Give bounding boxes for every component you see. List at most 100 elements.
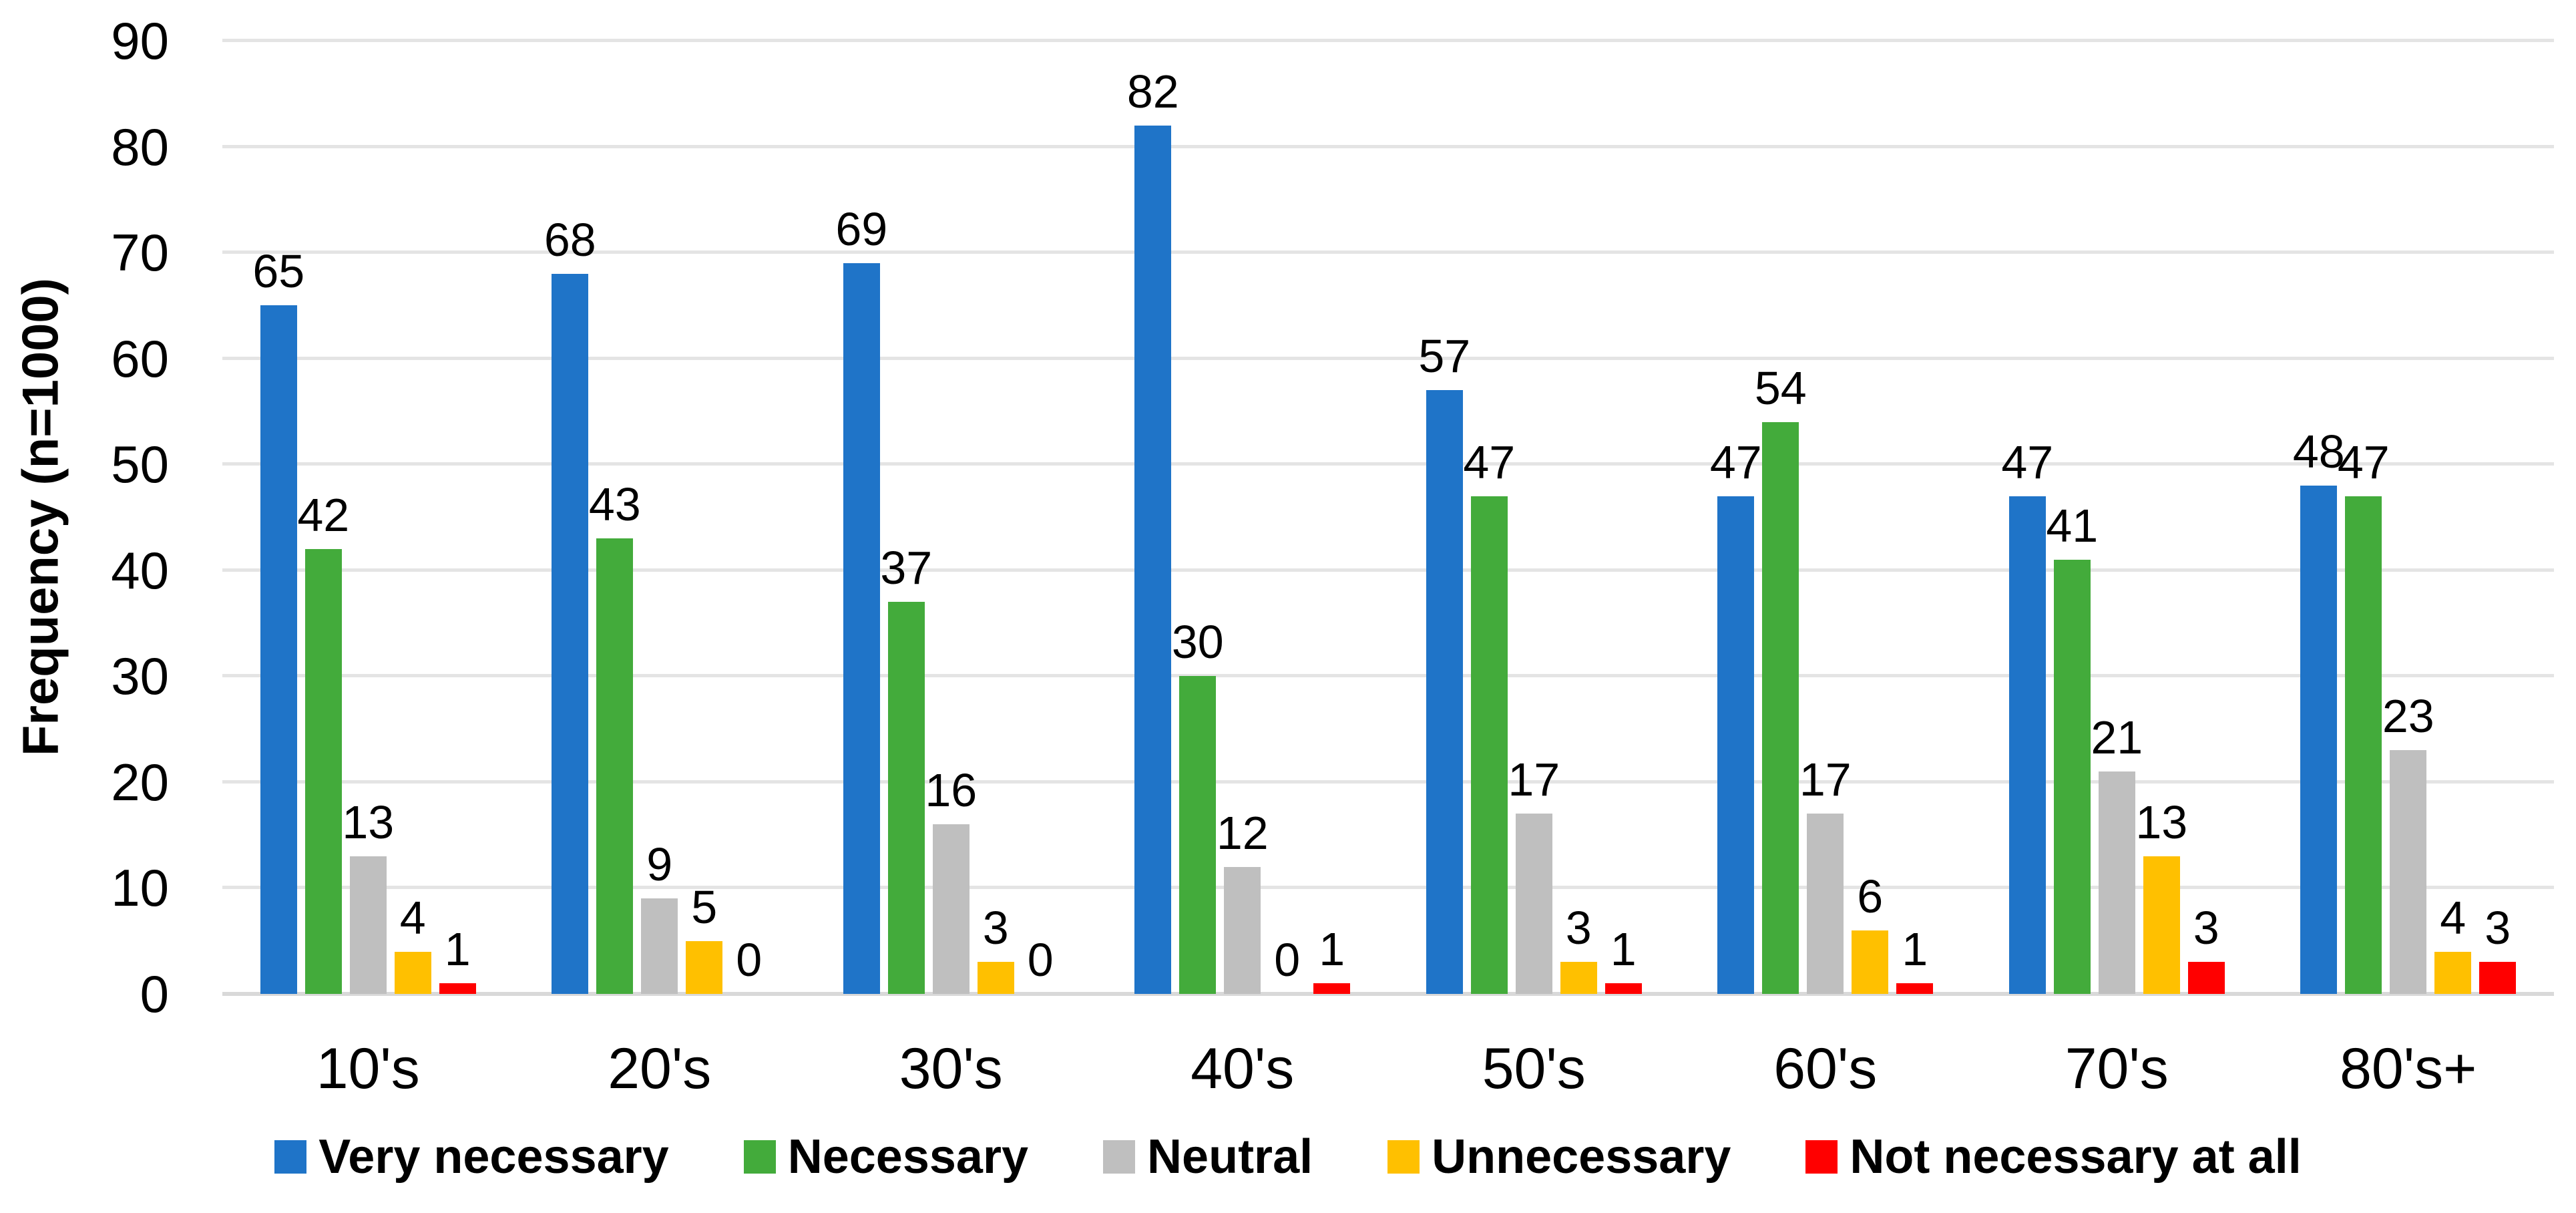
bar-slot: 65 — [252, 41, 304, 994]
y-tick-label: 80 — [111, 117, 169, 176]
gridline — [222, 144, 2554, 148]
bar-value-label: 1 — [444, 923, 471, 976]
bar-slot: 1 — [1604, 41, 1642, 994]
gridline — [222, 992, 2554, 996]
bar — [1224, 866, 1261, 994]
gridline — [222, 568, 2554, 572]
bar-slot: 23 — [2382, 41, 2434, 994]
legend-swatch — [274, 1140, 307, 1174]
legend-label: Unnecessary — [1432, 1130, 1731, 1184]
bar-slot: 16 — [925, 41, 977, 994]
bar-value-label: 17 — [1799, 753, 1852, 806]
bar — [1896, 983, 1934, 994]
legend-swatch — [1103, 1140, 1136, 1174]
bar-slot: 68 — [544, 41, 596, 994]
y-axis-title: Frequency (n=1000) — [12, 278, 69, 757]
bar — [2345, 496, 2382, 994]
gridline — [222, 886, 2554, 890]
y-tick-label: 60 — [111, 329, 169, 388]
bar — [1604, 983, 1642, 994]
bar-slot: 0 — [730, 41, 767, 994]
bar-value-label: 43 — [588, 478, 641, 531]
bar-slot: 0 — [1269, 41, 1305, 994]
bar — [2479, 962, 2517, 994]
bar — [1807, 814, 1844, 994]
legend-swatch — [743, 1140, 776, 1174]
bar-group: 48 47 23 4 3 — [2263, 41, 2555, 994]
bar — [2300, 485, 2338, 994]
bar — [1717, 496, 1755, 994]
legend-swatch — [1805, 1140, 1838, 1174]
bar-slot: 41 — [2046, 41, 2098, 994]
bar — [1515, 814, 1552, 994]
bar-value-label: 0 — [1274, 934, 1301, 986]
bar-slot: 3 — [2187, 41, 2225, 994]
bar — [304, 549, 342, 994]
bar-value-label: 1 — [1610, 923, 1637, 976]
bar-slot: 13 — [2135, 41, 2187, 994]
bar-value-label: 1 — [1902, 923, 1928, 976]
bar-slot: 47 — [2001, 41, 2053, 994]
bar-slot: 54 — [1755, 41, 1807, 994]
bar-slot: 1 — [1896, 41, 1934, 994]
bar-slot: 82 — [1127, 41, 1179, 994]
legend-label: Neutral — [1147, 1130, 1313, 1184]
bar — [843, 263, 880, 994]
gridline — [222, 674, 2554, 678]
bar-slot: 13 — [342, 41, 394, 994]
bar — [1134, 125, 1172, 994]
gridline — [222, 779, 2554, 784]
bar-slot: 17 — [1799, 41, 1852, 994]
bar-slot: 4 — [394, 41, 431, 994]
bar-slot: 9 — [641, 41, 678, 994]
bar-slot: 21 — [2091, 41, 2143, 994]
bar-value-label: 1 — [1319, 923, 1345, 976]
x-tick-label: 20's — [608, 1037, 712, 1101]
x-tick-label: 70's — [2065, 1037, 2169, 1101]
bar-slot: 3 — [977, 41, 1014, 994]
legend-label: Not necessary at all — [1850, 1130, 2302, 1184]
bar-value-label: 12 — [1216, 806, 1269, 859]
bar-value-label: 47 — [1709, 436, 1762, 488]
bar-slot: 1 — [1313, 41, 1351, 994]
bar-value-label: 47 — [1463, 436, 1516, 488]
bar — [2098, 771, 2135, 994]
bar-value-label: 37 — [880, 542, 933, 594]
bar-value-label: 5 — [691, 880, 718, 933]
bar-group: 68 43 9 5 0 — [514, 41, 806, 994]
y-tick-label: 10 — [111, 858, 169, 918]
bar-slot: 3 — [1560, 41, 1597, 994]
bar-value-label: 65 — [252, 245, 305, 298]
y-tick-label: 90 — [111, 11, 169, 70]
bar-slot: 37 — [880, 41, 932, 994]
x-tick-label: 10's — [316, 1037, 420, 1101]
bar-slot: 47 — [1463, 41, 1515, 994]
bar — [932, 824, 970, 994]
bar-value-label: 69 — [835, 202, 888, 255]
legend: Very necessary Necessary Neutral Unnecessar… — [0, 1117, 2576, 1197]
x-tick-label: 80's+ — [2340, 1037, 2477, 1101]
legend-label: Necessary — [787, 1130, 1029, 1184]
bar-value-label: 82 — [1126, 65, 1179, 118]
bar-group: 82 30 12 0 1 — [1097, 41, 1389, 994]
bar — [1560, 962, 1597, 994]
bar-value-label: 47 — [2337, 436, 2390, 488]
bar-group: 57 47 17 3 1 — [1388, 41, 1680, 994]
y-axis-ticks: 0 10 20 30 40 50 60 70 80 90 — [111, 15, 2554, 1020]
bar-value-label: 16 — [925, 764, 978, 817]
bar-group: 65 42 13 4 1 — [222, 41, 514, 994]
bar-slot: 17 — [1508, 41, 1560, 994]
bar — [2434, 951, 2472, 994]
bar-value-label: 3 — [982, 902, 1009, 955]
bar — [1470, 496, 1508, 994]
bar — [2143, 856, 2180, 994]
x-tick-label: 60's — [1773, 1037, 1878, 1101]
bar-value-label: 3 — [1565, 902, 1592, 955]
bar-slot: 0 — [1022, 41, 1059, 994]
x-axis-labels: 10's 20's 30's 40's 50's 60's 70's 80's+ — [222, 1009, 2554, 1129]
legend-item: Unnecessary — [1387, 1133, 1731, 1181]
bar-value-label: 13 — [2135, 796, 2188, 848]
bar-slot: 47 — [2338, 41, 2390, 994]
gridline — [222, 356, 2554, 360]
